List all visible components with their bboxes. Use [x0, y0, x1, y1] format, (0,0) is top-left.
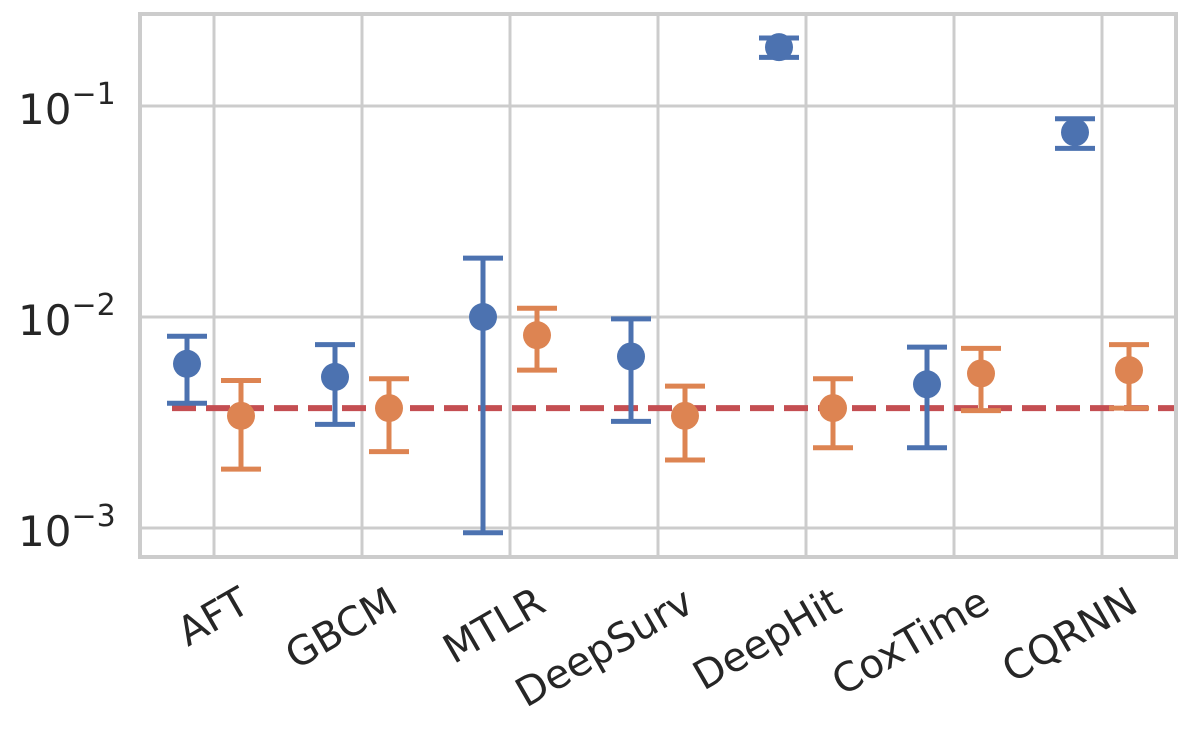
data-point	[523, 321, 551, 350]
y-tick-labels: 10−3 10−2 10−1	[18, 77, 116, 556]
data-point	[1115, 356, 1143, 385]
y-tick-label: 10−2	[18, 288, 116, 345]
data-point	[765, 33, 793, 62]
x-tick-label: MTLR	[436, 579, 553, 673]
x-tick-label: CoxTime	[824, 579, 997, 705]
x-tick-label: AFT	[170, 579, 258, 656]
data-point	[469, 303, 497, 331]
data-point	[375, 394, 403, 423]
data-point	[1061, 118, 1089, 147]
series-layer	[167, 33, 1149, 536]
x-tick-label: GBCM	[278, 579, 405, 679]
data-point	[671, 401, 699, 430]
data-point	[967, 359, 995, 388]
grid	[140, 14, 1176, 557]
x-tick-label: DeepHit	[685, 579, 849, 700]
data-point	[321, 362, 349, 391]
data-point	[227, 401, 255, 430]
plot-frame	[138, 12, 1178, 559]
y-tick-label: 10−3	[18, 499, 116, 556]
data-point	[617, 342, 645, 371]
data-point	[913, 370, 941, 399]
x-tick-label: CQRNN	[995, 579, 1145, 692]
data-point	[819, 394, 847, 423]
series-2	[221, 305, 1149, 472]
data-point	[173, 349, 201, 378]
y-tick-label: 10−1	[18, 77, 116, 134]
series-1	[167, 33, 1095, 536]
